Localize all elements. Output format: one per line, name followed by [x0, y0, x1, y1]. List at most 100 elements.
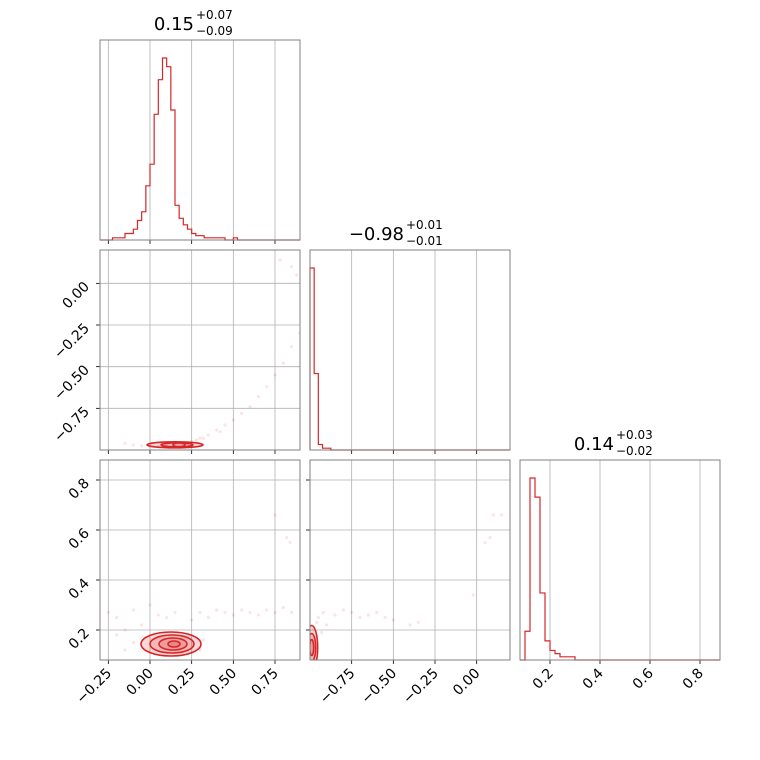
xtick-label-2-3: 0.8 [680, 666, 707, 693]
scatter-point [290, 345, 294, 349]
scatter-point [156, 613, 160, 617]
scatter-point [483, 540, 487, 545]
scatter-point [290, 610, 294, 615]
scatter-point [321, 610, 325, 615]
scatter-point [115, 615, 119, 620]
title-median-1: −0.98 [349, 224, 404, 245]
scatter-point [256, 613, 260, 617]
scatter-point [115, 633, 119, 637]
scatter-point [408, 623, 412, 627]
xtick-label-1-3: 0.00 [450, 666, 483, 699]
histogram-0 [100, 57, 300, 241]
panel-2-2: 0.14 +0.03 −0.02 [519, 428, 721, 664]
scatter-point [311, 628, 315, 632]
scatter-point [273, 513, 277, 517]
scatter-point [391, 618, 395, 622]
scatter-point [173, 610, 177, 615]
xtick-label-0-4: 0.75 [248, 666, 281, 699]
panel-frame-2-0 [99, 459, 301, 661]
scatter-point [320, 630, 324, 635]
ytick-label-1-2: −0.25 [51, 321, 93, 363]
scatter-group-2-1 [310, 513, 504, 660]
scatter-point [123, 441, 127, 445]
ytick-label-1-0: −0.75 [51, 404, 93, 446]
panel-2-1 [306, 459, 511, 664]
scatter-point [281, 361, 285, 365]
scatter-point [240, 608, 244, 612]
panel-frame-1-0 [99, 249, 301, 451]
scatter-point [131, 443, 135, 447]
scatter-point [218, 430, 222, 434]
scatter-point [350, 610, 354, 615]
scatter-group-2-0 [106, 513, 294, 657]
scatter-point [231, 418, 235, 422]
xtick-label-0-0: −0.25 [74, 666, 116, 708]
scatter-point [206, 615, 210, 620]
panel-1-0 [96, 249, 301, 454]
title-upper-2: +0.03 [616, 428, 653, 442]
scatter-point [195, 438, 199, 442]
histogram-1 [309, 267, 510, 451]
scatter-point [165, 615, 169, 620]
scatter-point [206, 433, 210, 437]
xtick-label-2-1: 0.4 [580, 665, 607, 692]
scatter-point [265, 385, 269, 389]
title-upper-1: +0.01 [406, 218, 443, 232]
ytick-label-1-3: 0.00 [59, 279, 92, 312]
ytick-label-2-0: 0.2 [66, 626, 93, 653]
xtick-label-2-2: 0.6 [630, 665, 657, 692]
scatter-point [290, 265, 294, 269]
scatter-point [248, 405, 252, 409]
panel-2-0 [96, 459, 301, 664]
scatter-point [316, 615, 320, 620]
scatter-point [140, 623, 144, 627]
scatter-point [265, 608, 269, 612]
scatter-point [295, 273, 299, 277]
scatter-point [190, 618, 194, 622]
scatter-point [106, 610, 110, 615]
scatter-point [240, 411, 244, 415]
ytick-label-2-2: 0.6 [66, 525, 93, 552]
scatter-point [471, 593, 475, 597]
scatter-point [231, 613, 235, 617]
scatter-group-1-0 [123, 258, 300, 449]
scatter-point [215, 428, 219, 432]
scatter-point [223, 610, 227, 615]
scatter-point [325, 623, 329, 627]
scatter-point [281, 605, 285, 610]
title-upper-0: +0.07 [196, 8, 233, 22]
scatter-point [488, 535, 492, 540]
xtick-label-1-1: −0.50 [359, 666, 401, 708]
scatter-point [278, 258, 282, 262]
contour-2 [158, 637, 188, 651]
title-median-0: 0.15 [154, 14, 194, 35]
scatter-point [256, 395, 260, 399]
panel-frame-0-0 [99, 39, 301, 241]
xtick-label-0-1: 0.00 [123, 666, 156, 699]
panel-frame-1-1 [309, 249, 511, 451]
scatter-point [198, 436, 202, 440]
scatter-point [366, 613, 370, 617]
contour-2 [310, 638, 315, 657]
scatter-point [416, 620, 420, 625]
panel-1-1: −0.98 +0.01 −0.01 [309, 218, 511, 454]
xtick-label-0-3: 0.50 [207, 666, 240, 699]
scatter-point [123, 628, 127, 632]
contour-2 [172, 442, 186, 448]
scatter-point [285, 535, 289, 540]
scatter-point [148, 603, 152, 607]
title-lower-0: −0.09 [196, 24, 233, 38]
xtick-label-1-2: −0.25 [400, 666, 442, 708]
contour-3 [167, 640, 181, 648]
xtick-label-0-2: 0.25 [165, 666, 198, 699]
scatter-point [198, 610, 202, 615]
scatter-point [333, 613, 337, 617]
ytick-label-2-3: 0.8 [66, 476, 93, 503]
scatter-point [500, 513, 504, 517]
scatter-point [375, 610, 379, 615]
scatter-point [123, 648, 127, 652]
scatter-point [201, 638, 205, 642]
scatter-point [140, 444, 144, 448]
scatter-point [273, 610, 277, 615]
